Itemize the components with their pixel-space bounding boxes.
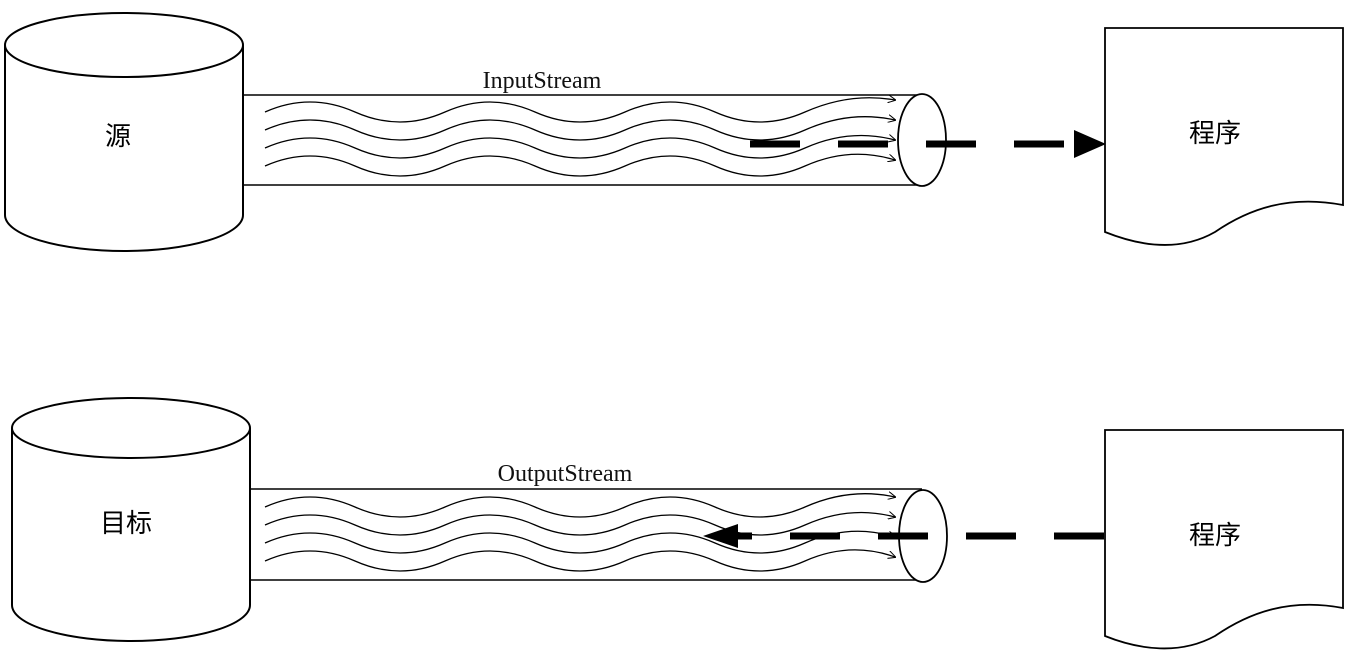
output-program-label: 程序 — [1189, 521, 1241, 551]
input-stream-label: InputStream — [483, 68, 602, 94]
input-flow: 源 InputStream 程序 — [4, 12, 1344, 252]
output-dashed-arrow — [703, 524, 1104, 548]
source-label: 源 — [105, 122, 131, 152]
output-flow: 目标 OutputStream 程序 — [11, 397, 1344, 650]
output-stream-pipe: OutputStream — [250, 461, 948, 583]
output-stream-label: OutputStream — [498, 461, 633, 487]
input-stream-waves — [264, 98, 895, 177]
source-cylinder: 源 — [4, 12, 244, 252]
input-program-document: 程序 — [1104, 27, 1344, 246]
output-stream-waves — [264, 494, 895, 572]
target-cylinder: 目标 — [11, 397, 251, 642]
output-program-document: 程序 — [1104, 429, 1344, 650]
input-stream-pipe: InputStream — [243, 68, 947, 187]
input-dashed-arrow — [750, 130, 1106, 158]
input-program-label: 程序 — [1189, 119, 1241, 149]
target-label: 目标 — [100, 509, 152, 539]
